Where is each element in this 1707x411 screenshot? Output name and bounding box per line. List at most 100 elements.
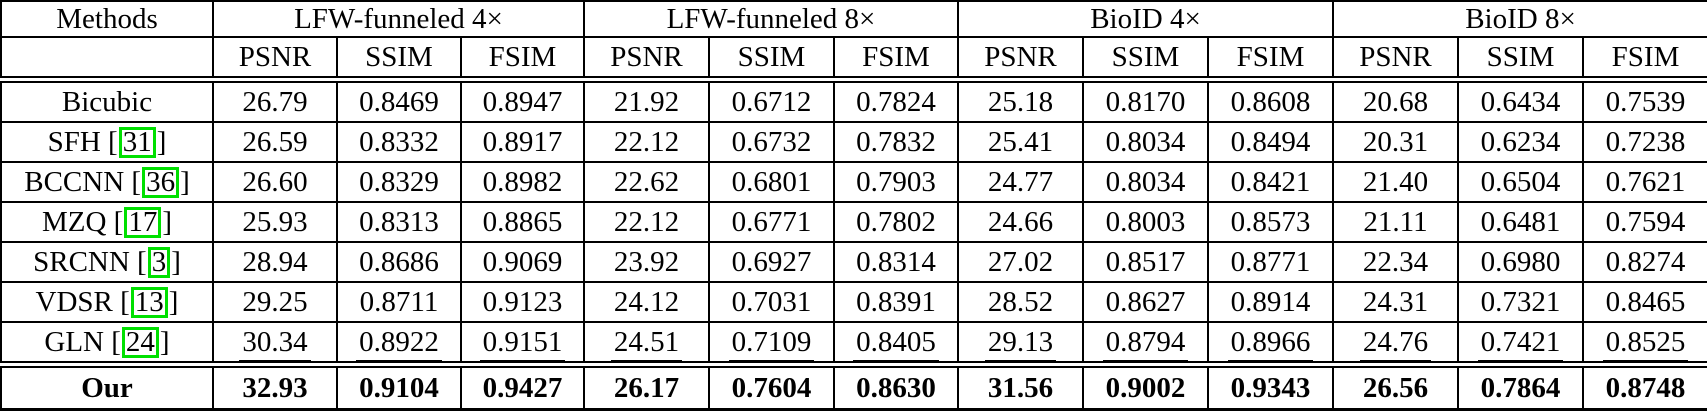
metric-cell: 0.7903 xyxy=(833,161,959,203)
metric-value: 0.8630 xyxy=(856,371,936,404)
metric-cell: 22.62 xyxy=(583,161,710,203)
metric-cell: 29.13 xyxy=(957,321,1084,366)
metric-value: 0.8748 xyxy=(1605,371,1686,404)
metric-value: 0.8517 xyxy=(1105,245,1186,278)
method-cell: BCCNN [36] xyxy=(0,161,214,203)
metric-value: 0.8329 xyxy=(359,165,439,198)
citation-link[interactable]: 24 xyxy=(121,326,159,358)
metric-cell: 24.77 xyxy=(957,161,1084,203)
methods-header: Methods xyxy=(0,0,214,38)
metric-header: PSNR xyxy=(583,36,710,81)
metric-cell: 0.8494 xyxy=(1206,121,1335,163)
metric-value: 0.8914 xyxy=(1230,285,1311,318)
metric-cell: 24.66 xyxy=(957,201,1084,243)
metric-header: SSIM xyxy=(1082,36,1209,81)
metric-value: 0.8771 xyxy=(1230,245,1311,278)
citation-link[interactable]: 13 xyxy=(130,286,168,318)
metric-value: 25.41 xyxy=(987,125,1054,158)
citation-link[interactable]: 3 xyxy=(147,246,171,278)
empty-header-cell xyxy=(0,36,214,81)
group-header: BioID 4× xyxy=(956,0,1335,38)
table-row: BCCNN [36] 26.60 0.8329 0.8982 22.62 0.6801 0.… xyxy=(0,161,1707,203)
metric-value: 0.8966 xyxy=(1227,325,1314,362)
method-label: GLN xyxy=(44,325,104,358)
metric-value: 0.7802 xyxy=(856,205,936,238)
citation-link[interactable]: 31 xyxy=(118,126,156,158)
metric-value: 24.77 xyxy=(987,165,1054,198)
metric-value: 23.92 xyxy=(613,245,680,278)
metric-cell: 32.93 xyxy=(212,361,338,411)
metric-value: 0.8525 xyxy=(1602,325,1689,362)
metric-cell: 26.59 xyxy=(212,121,338,163)
metric-value: 24.76 xyxy=(1359,325,1432,362)
metric-value: 0.8494 xyxy=(1230,125,1311,158)
metric-cell: 0.9343 xyxy=(1206,361,1335,411)
metric-value: 0.8170 xyxy=(1105,85,1186,118)
metric-value: 20.68 xyxy=(1362,85,1429,118)
metric-value: 22.62 xyxy=(613,165,680,198)
metric-cell: 29.25 xyxy=(212,281,338,323)
metric-cell: 0.8314 xyxy=(833,241,959,283)
metric-cell: 0.6481 xyxy=(1457,201,1585,243)
metric-value: 28.52 xyxy=(987,285,1054,318)
metric-cell: 20.31 xyxy=(1332,121,1460,163)
table-row: Our 32.93 0.9104 0.9427 26.17 0.7604 0.8630 31.… xyxy=(0,361,1707,411)
metric-cell: 0.6771 xyxy=(708,201,835,243)
metric-cell: 21.11 xyxy=(1332,201,1460,243)
method-cell: VDSR [13] xyxy=(0,281,214,323)
metric-cell: 0.8003 xyxy=(1082,201,1209,243)
metric-cell: 0.9427 xyxy=(460,361,585,411)
metric-cell: 0.8627 xyxy=(1082,281,1209,323)
metric-cell: 0.7864 xyxy=(1457,361,1585,411)
metric-cell: 0.8525 xyxy=(1582,321,1707,366)
metric-value: 0.6801 xyxy=(731,165,812,198)
metric-value: 0.9104 xyxy=(359,371,439,404)
method-label: SRCNN xyxy=(33,245,130,278)
metric-value: 0.6234 xyxy=(1480,125,1561,158)
metric-cell: 0.8405 xyxy=(833,321,959,366)
metric-cell: 0.8573 xyxy=(1206,201,1335,243)
metric-value: 0.8003 xyxy=(1105,205,1186,238)
table-row: MZQ [17] 25.93 0.8313 0.8865 22.12 0.6771 0.78… xyxy=(0,201,1707,243)
metric-cell: 0.8748 xyxy=(1582,361,1707,411)
group-header-row: Methods LFW-funneled 4× LFW-funneled 8× … xyxy=(0,0,1707,38)
method-label: SFH xyxy=(47,125,101,158)
metric-cell: 0.8608 xyxy=(1206,76,1335,123)
metric-cell: 21.92 xyxy=(583,76,710,123)
metric-cell: 0.9069 xyxy=(460,241,585,283)
metric-cell: 0.7832 xyxy=(833,121,959,163)
method-cell: SFH [31] xyxy=(0,121,214,163)
metric-cell: 0.6234 xyxy=(1457,121,1585,163)
method-cell: Bicubic xyxy=(0,76,214,123)
citation-link[interactable]: 36 xyxy=(142,166,180,198)
metric-value: 0.7621 xyxy=(1605,165,1686,198)
metric-value: 0.8917 xyxy=(482,125,563,158)
metric-value: 0.8421 xyxy=(1230,165,1311,198)
metric-cell: 0.8034 xyxy=(1082,121,1209,163)
metric-cell: 25.41 xyxy=(957,121,1084,163)
method-cell: MZQ [17] xyxy=(0,201,214,243)
table-row: GLN [24] 30.34 0.8922 0.9151 24.51 0.7109 0.84… xyxy=(0,321,1707,366)
metric-value: 22.34 xyxy=(1362,245,1429,278)
metric-cell: 21.40 xyxy=(1332,161,1460,203)
metric-value: 0.9427 xyxy=(482,371,563,404)
table-row: VDSR [13] 29.25 0.8711 0.9123 24.12 0.7031 0.8… xyxy=(0,281,1707,323)
metric-cell: 0.7031 xyxy=(708,281,835,323)
metric-cell: 0.7594 xyxy=(1582,201,1707,243)
metric-cell: 0.8966 xyxy=(1206,321,1335,366)
metric-value: 0.8314 xyxy=(856,245,936,278)
method-label: Bicubic xyxy=(61,85,153,118)
metric-value: 24.12 xyxy=(613,285,680,318)
metric-value: 0.8922 xyxy=(356,325,442,362)
metric-value: 21.40 xyxy=(1362,165,1429,198)
metric-cell: 0.8914 xyxy=(1206,281,1335,323)
metric-cell: 0.6732 xyxy=(708,121,835,163)
metric-cell: 0.9104 xyxy=(336,361,462,411)
metric-value: 0.8313 xyxy=(359,205,439,238)
metric-cell: 22.12 xyxy=(583,201,710,243)
metric-cell: 0.6980 xyxy=(1457,241,1585,283)
metric-cell: 0.8274 xyxy=(1582,241,1707,283)
metric-value: 25.93 xyxy=(242,205,308,238)
metric-value: 0.8405 xyxy=(853,325,939,362)
citation-link[interactable]: 17 xyxy=(124,206,162,238)
